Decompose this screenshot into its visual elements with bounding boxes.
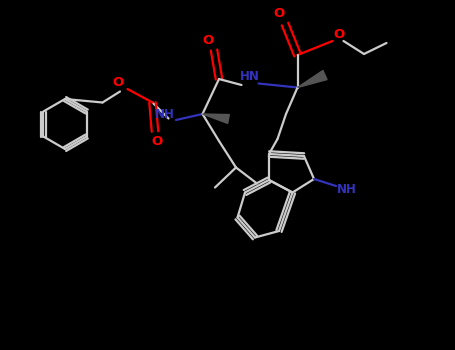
- Polygon shape: [202, 114, 229, 124]
- Text: HN: HN: [240, 70, 260, 83]
- Text: O: O: [273, 7, 284, 21]
- Text: NH: NH: [337, 183, 357, 196]
- Text: O: O: [334, 28, 345, 42]
- Polygon shape: [298, 70, 327, 88]
- Text: O: O: [152, 135, 163, 148]
- Text: O: O: [113, 77, 124, 90]
- Text: O: O: [202, 34, 214, 47]
- Text: NH: NH: [155, 108, 175, 121]
